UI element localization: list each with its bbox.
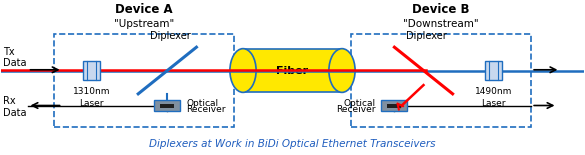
Text: Data: Data: [2, 108, 26, 118]
Bar: [154, 100, 180, 111]
Text: Tx: Tx: [2, 46, 14, 57]
Bar: [243, 49, 342, 92]
Text: Laser: Laser: [80, 99, 104, 108]
Ellipse shape: [230, 49, 256, 92]
Bar: [54, 34, 234, 127]
Text: Optical: Optical: [186, 99, 218, 108]
Text: Diplexer: Diplexer: [150, 31, 191, 41]
Text: Device A: Device A: [115, 3, 173, 16]
Bar: [84, 61, 100, 80]
Bar: [485, 61, 501, 80]
Text: Fiber: Fiber: [277, 66, 308, 75]
Text: Device B: Device B: [412, 3, 470, 16]
Bar: [381, 100, 408, 111]
Text: "Upstream": "Upstream": [114, 19, 174, 29]
Text: Receiver: Receiver: [336, 105, 376, 114]
Text: Diplexers at Work in BiDi Optical Ethernet Transceivers: Diplexers at Work in BiDi Optical Ethern…: [149, 139, 436, 149]
Ellipse shape: [329, 49, 355, 92]
Bar: [160, 104, 174, 108]
Text: Receiver: Receiver: [186, 105, 226, 114]
Text: Laser: Laser: [481, 99, 505, 108]
Text: Optical: Optical: [343, 99, 376, 108]
Text: 1490nm: 1490nm: [474, 87, 512, 96]
Bar: [351, 34, 531, 127]
Text: 1310nm: 1310nm: [73, 87, 111, 96]
Text: Data: Data: [2, 58, 26, 68]
Text: Rx: Rx: [2, 96, 15, 106]
Text: Diplexer: Diplexer: [406, 31, 447, 41]
Bar: [387, 104, 401, 108]
Text: "Downstream": "Downstream": [403, 19, 479, 29]
